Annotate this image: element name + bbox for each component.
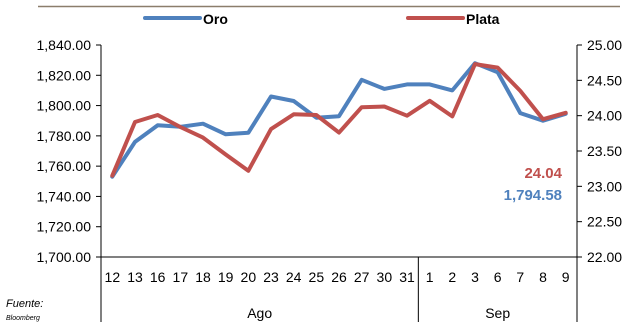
x-axis-tick-label: 7 <box>516 269 524 285</box>
x-axis-tick-label: 19 <box>218 269 234 285</box>
x-axis-tick-label: 3 <box>471 269 479 285</box>
legend: Oro Plata <box>143 11 500 27</box>
left-axis-ticks: 1,700.00 1,720.00 1,740.00 1,760.00 1,780.00… <box>37 37 101 265</box>
annotation-plata-last: 24.04 <box>524 165 562 182</box>
left-axis-tick-label: 1,820.00 <box>37 67 92 83</box>
x-axis-tick-label: 16 <box>150 269 166 285</box>
x-axis-tick-label: 30 <box>377 269 393 285</box>
right-axis-tick-label: 23.50 <box>587 143 622 159</box>
x-axis-tick-label: 25 <box>309 269 325 285</box>
right-axis-tick-label: 22.50 <box>587 214 622 230</box>
x-axis-tick-label: 18 <box>195 269 211 285</box>
x-axis-group-label: Ago <box>247 305 272 321</box>
x-axis-tick-label: 2 <box>448 269 456 285</box>
left-axis-tick-label: 1,840.00 <box>37 37 92 53</box>
x-axis-tick-label: 1 <box>426 269 434 285</box>
x-axis-ticks: 12 13 16 17 18 19 20 23 24 25 26 27 30 31 1 2 3 6 7 8 9 <box>105 269 570 285</box>
source-note-title: Fuente: <box>6 298 43 310</box>
legend-label-plata: Plata <box>466 11 500 27</box>
x-axis-tick-label: 8 <box>539 269 547 285</box>
x-axis-tick-label: 31 <box>399 269 415 285</box>
right-axis-tick-label: 25.00 <box>587 37 622 53</box>
series-line-plata <box>110 62 568 178</box>
series-layer <box>110 61 568 179</box>
series-line-oro <box>110 61 568 179</box>
right-axis-tick-label: 24.00 <box>587 108 622 124</box>
left-axis-tick-label: 1,800.00 <box>37 98 92 114</box>
x-axis-tick-label: 17 <box>173 269 189 285</box>
left-axis-tick-label: 1,720.00 <box>37 219 92 235</box>
legend-label-oro: Oro <box>203 11 228 27</box>
right-axis-tick-label: 22.00 <box>587 249 622 265</box>
x-axis-tick-label: 9 <box>562 269 570 285</box>
x-axis-tick-label: 24 <box>286 269 302 285</box>
left-axis-tick-label: 1,700.00 <box>37 249 92 265</box>
right-axis-ticks: 22.00 22.50 23.00 23.50 24.00 24.50 25.00 <box>577 37 622 265</box>
x-axis-groups: Ago Sep <box>100 257 578 322</box>
right-axis-tick-label: 24.50 <box>587 72 622 88</box>
x-axis-tick-label: 26 <box>331 269 347 285</box>
left-axis-tick-label: 1,760.00 <box>37 158 92 174</box>
x-axis-tick-label: 6 <box>494 269 502 285</box>
x-axis-tick-label: 13 <box>127 269 143 285</box>
source-note-text: Bloomberg <box>6 315 40 322</box>
left-axis-tick-label: 1,740.00 <box>37 188 92 204</box>
x-axis-tick-label: 12 <box>105 269 121 285</box>
x-axis-group-label: Sep <box>485 305 510 321</box>
x-axis-tick-label: 20 <box>241 269 257 285</box>
annotation-oro-last: 1,794.58 <box>504 187 562 204</box>
x-axis-tick-label: 27 <box>354 269 370 285</box>
right-axis-tick-label: 23.00 <box>587 178 622 194</box>
left-axis-tick-label: 1,780.00 <box>37 128 92 144</box>
x-axis-tick-label: 23 <box>263 269 279 285</box>
